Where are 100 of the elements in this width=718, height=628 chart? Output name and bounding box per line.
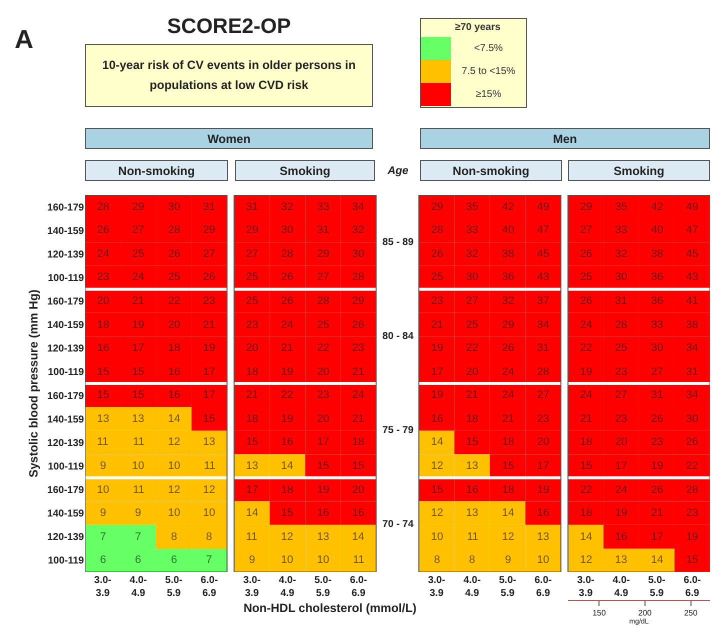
data-label: 27: [466, 295, 478, 307]
data-label: 27: [246, 248, 258, 260]
data-label: 23: [203, 295, 216, 307]
data-label: 27: [651, 366, 664, 378]
data-label: 17: [431, 366, 444, 378]
data-label: 35: [615, 201, 628, 213]
data-label: 20: [317, 366, 330, 378]
data-label: 24: [132, 271, 144, 283]
data-label: 15: [686, 554, 698, 566]
data-label: 18: [580, 436, 592, 448]
data-label: 26: [651, 413, 664, 425]
data-label: 9: [100, 507, 106, 519]
x-tick-label: 4.0- 4.9: [612, 575, 630, 599]
legend-title: ≥70 years: [454, 21, 502, 35]
data-label: 38: [651, 248, 664, 260]
data-label: 18: [246, 366, 258, 378]
data-label: 33: [317, 201, 330, 213]
data-label: 10: [97, 484, 110, 496]
data-label: 26: [168, 248, 180, 260]
data-label: 15: [317, 460, 330, 472]
data-label: 20: [615, 436, 628, 448]
data-label: 42: [502, 201, 514, 213]
data-label: 15: [281, 507, 294, 519]
data-label: 24: [281, 319, 294, 331]
data-label: 41: [686, 295, 698, 307]
data-label: 24: [502, 389, 514, 401]
data-label: 25: [132, 248, 144, 260]
data-label: 10: [168, 460, 180, 472]
data-label: 13: [466, 507, 478, 519]
data-label: 28: [97, 201, 110, 213]
data-label: 32: [352, 224, 364, 236]
y-tick-label: 100-119: [48, 556, 84, 567]
data-label: 30: [168, 201, 180, 213]
data-label: 28: [317, 295, 330, 307]
y-tick-label: 140-159: [47, 320, 84, 332]
data-label: 21: [132, 295, 144, 307]
data-label: 16: [97, 342, 110, 354]
text: Women: [85, 128, 373, 149]
data-label: 16: [466, 484, 478, 496]
y-tick-label: 140-159: [47, 508, 84, 520]
data-label: 27: [317, 271, 330, 283]
data-label: 14: [281, 460, 294, 472]
annotation: 70 - 74: [381, 518, 415, 532]
data-label: 40: [651, 224, 664, 236]
data-label: 23: [317, 389, 330, 401]
data-label: 34: [352, 201, 364, 213]
data-label: 20: [317, 413, 330, 425]
data-label: 12: [168, 436, 180, 448]
data-label: 24: [615, 484, 628, 496]
data-label: 22: [580, 342, 592, 354]
text: A: [14, 22, 34, 56]
x-tick-label: 4.0- 4.9: [463, 575, 481, 599]
data-label: 9: [505, 554, 512, 566]
data-label: 12: [203, 484, 216, 496]
data-label: 30: [686, 413, 698, 425]
data-label: 23: [97, 271, 110, 283]
data-label: 15: [132, 366, 144, 378]
data-label: 27: [615, 389, 628, 401]
data-label: 19: [203, 342, 216, 354]
data-label: 25: [168, 271, 180, 283]
data-label: 19: [431, 389, 444, 401]
data-label: 24: [502, 366, 514, 378]
text: Smoking: [568, 160, 710, 181]
data-label: 12: [281, 531, 294, 543]
x-tick-label: 4.0- 4.9: [130, 575, 147, 599]
data-label: 22: [466, 342, 478, 354]
x-tick-label: 4.0- 4.9: [278, 575, 296, 599]
text: Smoking: [235, 160, 375, 181]
data-label: 19: [317, 484, 330, 496]
data-label: 28: [281, 248, 294, 260]
data-label: 6: [135, 554, 142, 566]
data-label: 23: [352, 342, 364, 354]
y-axis-title: Systolic blood pressure (mm Hg): [26, 289, 41, 478]
data-label: 23: [246, 319, 258, 331]
data-label: 28: [537, 366, 550, 378]
data-label: 16: [352, 507, 364, 519]
text: 7.5 to <15%: [460, 66, 516, 77]
data-label: 34: [686, 389, 698, 401]
data-label: 8: [434, 554, 440, 566]
data-label: 8: [206, 531, 212, 543]
data-label: 27: [537, 389, 550, 401]
x-tick-label: 5.0- 5.9: [648, 575, 666, 599]
data-label: 35: [466, 201, 478, 213]
data-label: 33: [466, 224, 478, 236]
data-label: 21: [431, 319, 444, 331]
data-label: 17: [246, 484, 258, 496]
data-label: 24: [97, 248, 110, 260]
data-label: 13: [317, 531, 330, 543]
data-label: 26: [352, 319, 364, 331]
data-label: 16: [317, 507, 330, 519]
data-label: 31: [317, 224, 330, 236]
data-label: 33: [651, 319, 664, 331]
text: <7.5%: [473, 43, 504, 54]
data-label: 36: [651, 295, 664, 307]
data-label: 29: [246, 224, 258, 236]
data-label: 24: [580, 389, 592, 401]
data-label: 26: [281, 271, 294, 283]
data-label: 21: [502, 413, 514, 425]
data-label: 17: [317, 436, 330, 448]
data-label: 17: [132, 342, 144, 354]
